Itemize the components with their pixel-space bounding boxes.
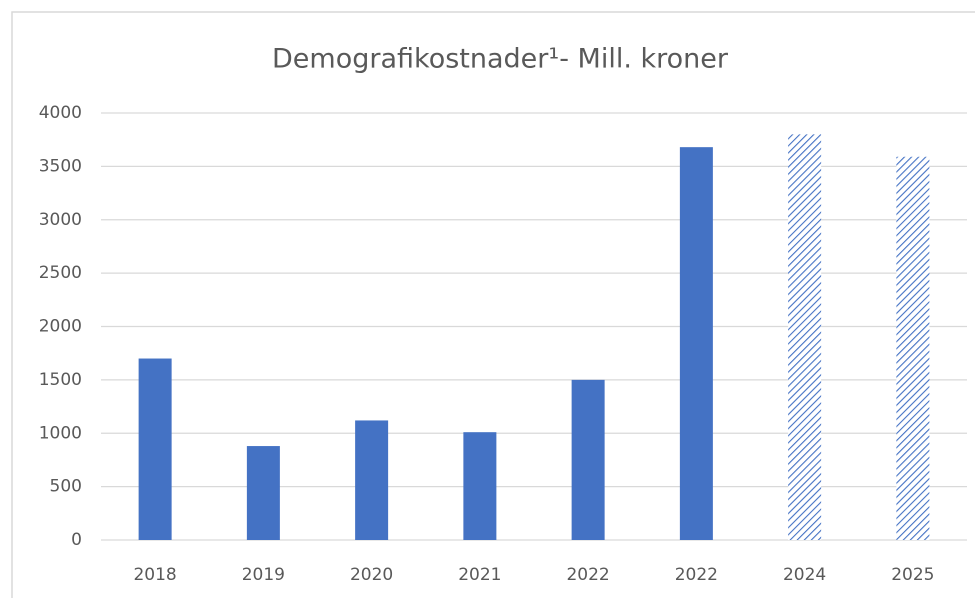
x-tick-label: 2019 — [242, 565, 285, 585]
bar — [138, 358, 172, 540]
y-tick-label: 500 — [50, 477, 82, 497]
y-tick-label: 1500 — [39, 370, 82, 390]
y-tick-label: 2500 — [39, 263, 82, 283]
y-tick-label: 4000 — [39, 103, 82, 123]
bar — [355, 420, 389, 540]
bar — [246, 446, 280, 540]
y-tick-label: 1000 — [39, 423, 82, 443]
x-tick-label: 2022 — [675, 565, 718, 585]
bar — [571, 379, 605, 540]
x-tick-label: 2018 — [133, 565, 176, 585]
x-tick-label: 2021 — [458, 565, 501, 585]
bar — [788, 134, 822, 540]
y-tick-label: 2000 — [39, 317, 82, 337]
x-tick-label: 2022 — [566, 565, 609, 585]
x-tick-label: 2024 — [783, 565, 826, 585]
y-tick-label: 3000 — [39, 210, 82, 230]
bar — [896, 156, 930, 540]
bar — [679, 147, 713, 540]
x-tick-label: 2020 — [350, 565, 393, 585]
bar — [463, 432, 497, 540]
y-tick-label: 0 — [71, 530, 82, 550]
y-tick-label: 3500 — [39, 156, 82, 176]
x-tick-label: 2025 — [891, 565, 934, 585]
chart-title: Demografikostnader¹- Mill. kroner — [272, 44, 729, 75]
